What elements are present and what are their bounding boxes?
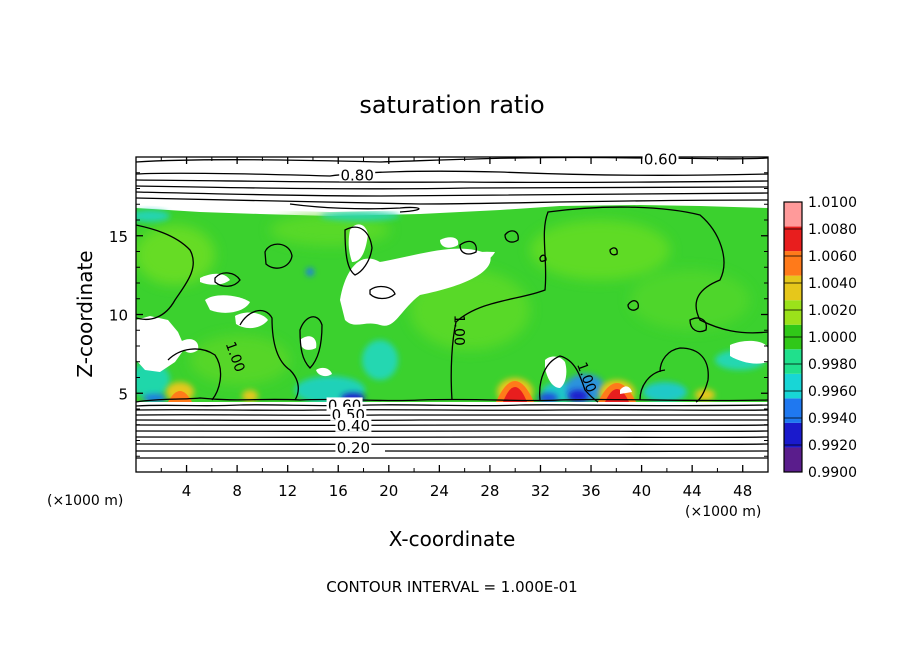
colorbar-label: 1.0020 [808, 303, 857, 319]
contour-interval-note: CONTOUR INTERVAL = 1.000E-01 [326, 578, 577, 596]
colorbar-swatch [784, 251, 802, 276]
svg-text:0.80: 0.80 [340, 166, 373, 184]
x-tick-label: 8 [232, 482, 242, 500]
colorbar-swatch [784, 398, 802, 423]
contour-label: 0.40 [335, 417, 372, 435]
colorbar-swatch [784, 202, 802, 227]
contour-label: 0.60 [642, 151, 679, 169]
colorbar-swatch [784, 349, 802, 374]
x-unit-right: (×1000 m) [685, 504, 761, 520]
x-tick-label: 40 [632, 482, 651, 500]
x-axis-label: X-coordinate [389, 527, 516, 551]
colorbar-label: 0.9900 [808, 465, 857, 481]
x-tick-label: 32 [531, 482, 550, 500]
field-white [136, 224, 768, 394]
colorbar-swatch [784, 422, 802, 448]
y-tick-label: 10 [109, 307, 128, 325]
x-tick-label: 16 [329, 482, 348, 500]
x-tick-label: 12 [278, 482, 297, 500]
x-tick-label: 48 [733, 482, 752, 500]
colorbar-label: 0.9940 [808, 411, 857, 427]
colorbar-label: 1.0100 [808, 195, 857, 211]
colorbar-swatch [784, 300, 802, 325]
colorbar-label: 0.9960 [808, 384, 857, 400]
x-tick-label: 28 [480, 482, 499, 500]
contour-lines-upper [136, 157, 768, 213]
contour-lines-one [136, 206, 768, 403]
y-tick-label: 5 [118, 385, 128, 403]
colorbar-label: 1.0080 [808, 222, 857, 238]
colorbar-label: 0.9920 [808, 438, 857, 454]
svg-text:0.40: 0.40 [337, 417, 370, 435]
colorbar-label: 1.0060 [808, 249, 857, 265]
svg-text:0.20: 0.20 [337, 439, 370, 457]
colorbar-label: 0.9980 [808, 357, 857, 373]
x-tick-label: 4 [182, 482, 192, 500]
colorbar-label: 1.0040 [808, 276, 857, 292]
x-tick-label: 24 [430, 482, 449, 500]
contour-label: 0.20 [335, 439, 372, 457]
contour-label: 0.80 [339, 166, 376, 184]
plot-area [136, 157, 768, 472]
x-tick-label: 20 [379, 482, 398, 500]
colorbar-swatch [784, 226, 802, 252]
y-axis-label: Z-coordinate [73, 250, 97, 377]
colorbar-label: 1.0000 [808, 330, 857, 346]
svg-text:0.60: 0.60 [644, 151, 677, 169]
upper-clear [136, 157, 768, 212]
colorbar-swatch [784, 447, 802, 472]
x-unit-left: (×1000 m) [47, 493, 123, 509]
x-tick-label: 36 [581, 482, 600, 500]
colorbar-swatch [784, 275, 802, 301]
y-tick-label: 15 [109, 228, 128, 246]
contour-lines-lower [136, 397, 768, 460]
svg-text:1.00: 1.00 [450, 315, 466, 346]
chart-title: saturation ratio [359, 91, 544, 119]
contour-label: 1.00 [450, 315, 466, 346]
colorbar: 0.9900 0.9920 0.9940 0.9960 0.9980 1.0000 1.00… [783, 195, 857, 481]
colorbar-swatch [784, 373, 802, 399]
x-tick-label: 44 [683, 482, 702, 500]
